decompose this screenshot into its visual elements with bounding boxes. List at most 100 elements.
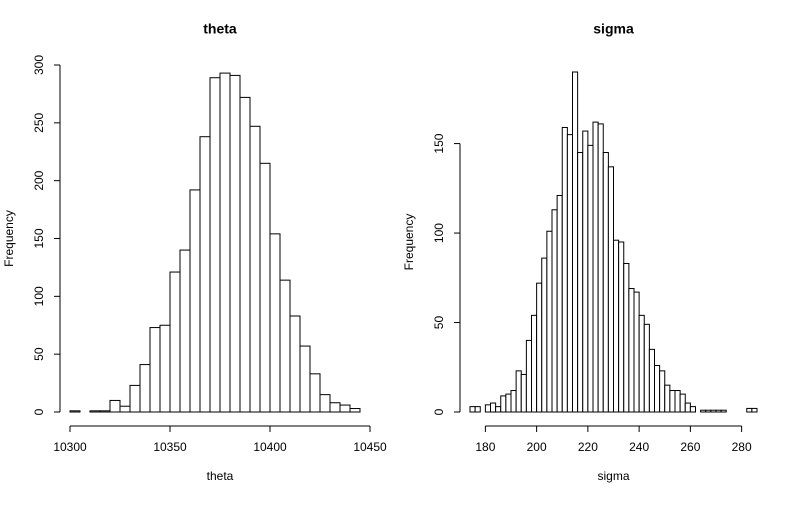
bar <box>746 407 753 413</box>
bar <box>349 408 361 413</box>
bar <box>664 384 671 413</box>
y-tick-label: 300 <box>32 55 46 75</box>
bar <box>633 291 640 413</box>
bar <box>179 249 191 413</box>
bar <box>669 390 676 413</box>
bar <box>129 384 141 413</box>
bar <box>469 406 476 413</box>
bar <box>279 279 291 413</box>
bar <box>525 339 532 413</box>
bar <box>715 409 722 413</box>
bar <box>582 130 589 413</box>
bar <box>189 189 201 413</box>
bar <box>689 406 696 413</box>
bar <box>556 194 563 413</box>
bar <box>289 315 301 413</box>
bar <box>139 364 151 413</box>
bar <box>99 410 111 413</box>
bar <box>561 126 568 413</box>
x-tick-label: 260 <box>680 440 700 454</box>
bar <box>89 410 101 413</box>
bar <box>269 233 281 413</box>
bar <box>597 123 604 413</box>
bar <box>705 409 712 413</box>
bar <box>648 348 655 413</box>
bar <box>592 121 599 413</box>
bar <box>259 162 271 413</box>
x-tick-label: 10350 <box>153 440 187 454</box>
y-tick-label: 50 <box>432 316 446 330</box>
bar <box>551 209 558 413</box>
bar <box>329 402 341 413</box>
bar <box>577 152 584 413</box>
bar <box>490 402 497 413</box>
bar <box>684 402 691 413</box>
chart-title: sigma <box>593 21 634 37</box>
bar <box>109 399 121 413</box>
bar <box>531 314 538 413</box>
y-tick-label: 200 <box>32 170 46 190</box>
bar <box>159 324 171 413</box>
y-tick-label: 150 <box>432 133 446 153</box>
bar <box>169 271 181 413</box>
bar <box>572 71 579 413</box>
bar <box>500 395 507 413</box>
bar <box>484 404 491 413</box>
y-tick-label: 100 <box>32 286 46 306</box>
y-tick-label: 250 <box>32 113 46 133</box>
bar <box>474 406 481 413</box>
x-tick-label: 10300 <box>53 440 87 454</box>
x-tick-label: 180 <box>475 440 495 454</box>
bar <box>710 409 717 413</box>
bar <box>209 77 221 413</box>
bar <box>674 390 681 413</box>
bar <box>249 125 261 413</box>
x-axis-label: theta <box>207 469 234 483</box>
chart-title: theta <box>203 21 237 37</box>
bar <box>679 393 686 413</box>
bar <box>495 406 502 413</box>
bar <box>613 239 620 413</box>
bar <box>520 373 527 413</box>
x-tick-label: 200 <box>527 440 547 454</box>
bar <box>319 394 331 413</box>
x-tick-label: 280 <box>732 440 752 454</box>
bar <box>546 230 553 413</box>
bar <box>505 393 512 413</box>
bar <box>119 405 131 413</box>
x-tick-label: 220 <box>578 440 598 454</box>
bar <box>700 409 707 413</box>
bar <box>239 96 251 413</box>
bar <box>219 72 231 413</box>
x-tick-label: 240 <box>629 440 649 454</box>
bar <box>229 74 241 413</box>
bar <box>510 390 517 413</box>
bar <box>602 152 609 413</box>
bar <box>299 345 311 413</box>
bar <box>623 262 630 413</box>
y-tick-label: 150 <box>32 228 46 248</box>
bar <box>628 288 635 413</box>
y-axis-label: Frequency <box>2 210 16 267</box>
bar <box>638 314 645 413</box>
bar <box>199 136 211 413</box>
x-tick-label: 10450 <box>353 440 387 454</box>
bar <box>607 166 614 413</box>
y-axis-label: Frequency <box>402 214 416 271</box>
bar <box>659 370 666 413</box>
y-tick-label: 0 <box>432 408 446 415</box>
bar <box>751 407 758 413</box>
y-tick-label: 0 <box>32 408 46 415</box>
bar <box>654 364 661 413</box>
bar <box>587 144 594 413</box>
bar <box>541 257 548 413</box>
bar <box>566 134 573 413</box>
bar <box>618 241 625 413</box>
bar <box>149 327 161 413</box>
bar <box>643 323 650 413</box>
bar <box>309 373 321 413</box>
bar <box>339 404 351 413</box>
x-tick-label: 10400 <box>253 440 287 454</box>
